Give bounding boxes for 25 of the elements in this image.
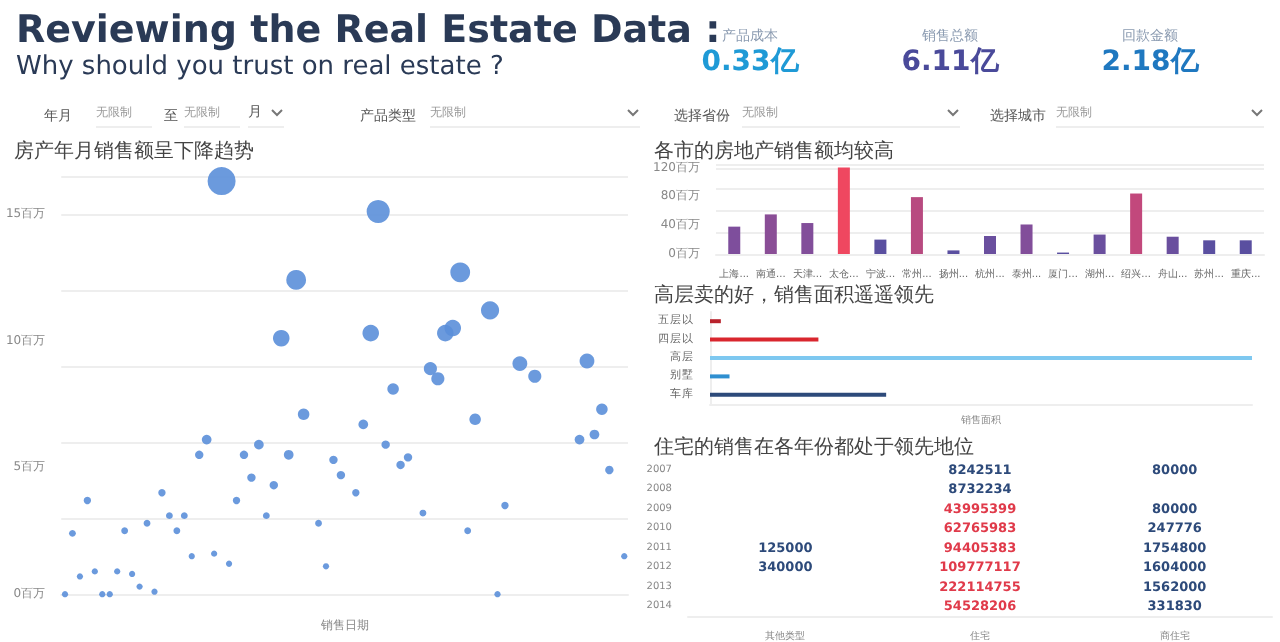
bar [710,356,1252,360]
bar [710,319,721,324]
bar [1239,240,1252,254]
bar [710,374,730,379]
bar [728,226,741,254]
bar [874,239,887,254]
bar [1093,234,1106,254]
chart-title: 房产年月销售额呈下降趋势 [14,139,254,163]
text: Why should you trust on real estate ? [16,52,504,82]
bar [710,337,819,342]
bar [1020,224,1033,254]
bar [1166,236,1179,254]
bar [1130,193,1143,254]
text: 6.11亿 [899,44,1001,80]
bar [710,392,887,397]
bar [984,236,996,254]
chart-title: 高层卖的好，销售面积遥遥领先 [654,283,934,307]
bar [1203,240,1216,254]
text: 2.18亿 [1099,44,1201,80]
bar [910,197,923,254]
chart-title: 各市的房地产销售额均较高 [654,139,894,163]
bar [764,214,777,254]
bar [801,223,814,254]
chart-title: 住宅的销售在各年份都处于领先地位 [654,435,974,459]
bar [837,167,850,254]
